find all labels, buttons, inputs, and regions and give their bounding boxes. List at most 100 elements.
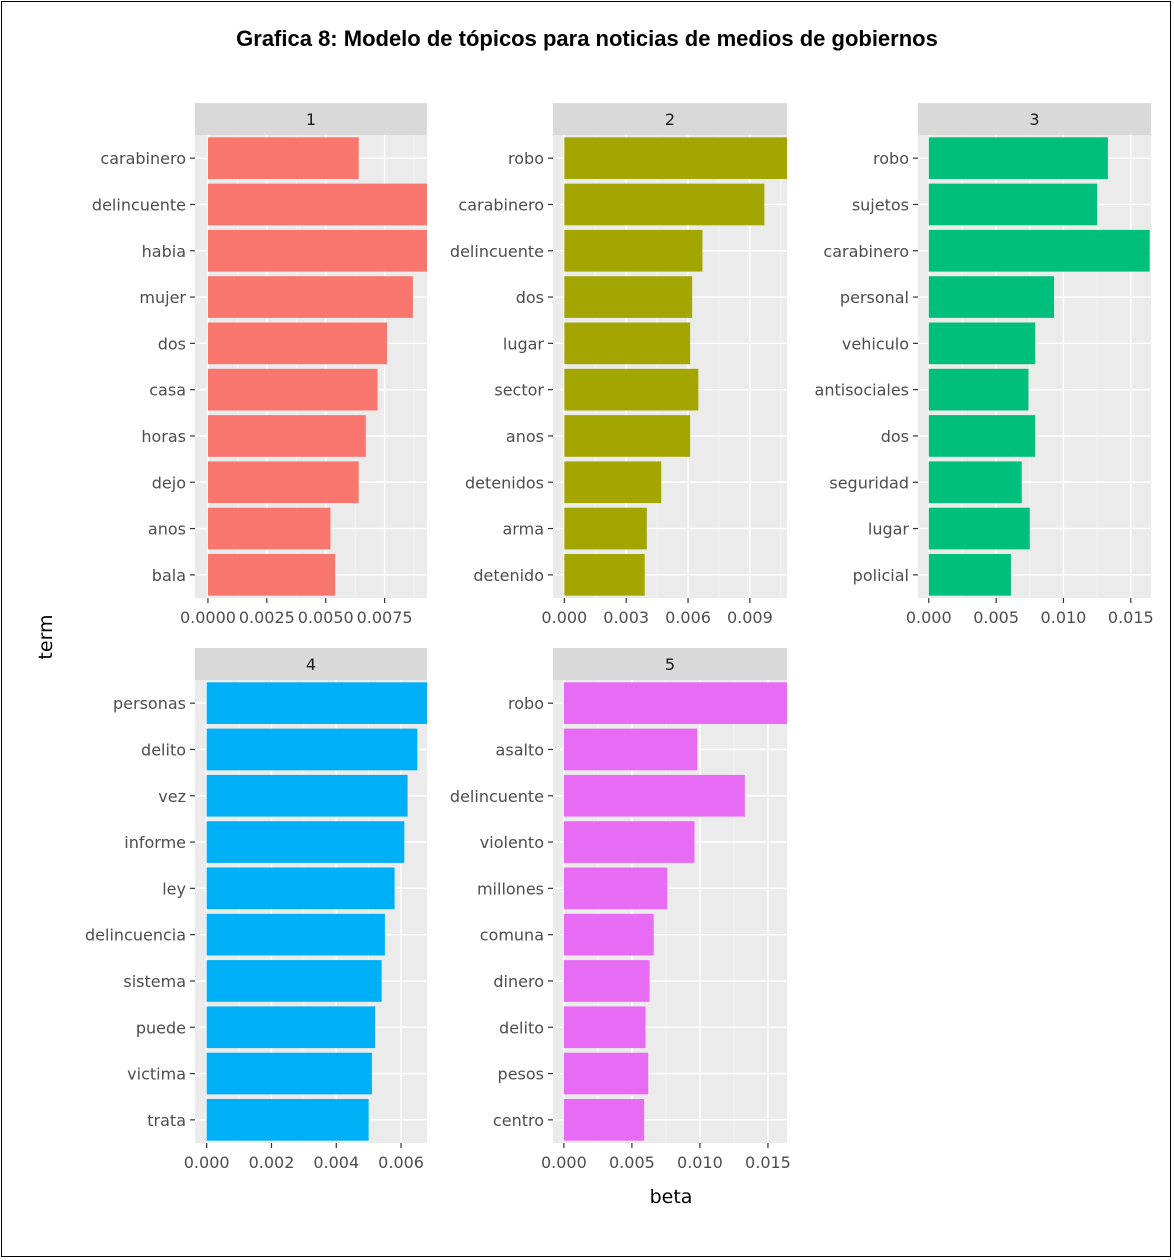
bar-vez [206, 774, 408, 817]
y-tick-label: sector [494, 381, 544, 400]
bar-trata [206, 1099, 369, 1141]
bar-detenidos [564, 461, 662, 504]
x-tick-label: 0.0000 [180, 608, 236, 627]
y-tick-label: sujetos [852, 195, 909, 214]
bar-personas [206, 682, 427, 724]
x-tick-label: 0.0075 [357, 608, 413, 627]
facet-strip [553, 648, 787, 680]
facet-strip [195, 648, 427, 680]
bar-sistema [206, 960, 382, 1002]
page-title: Grafica 8: Modelo de tópicos para notici… [236, 26, 938, 51]
bar-dinero [563, 960, 650, 1002]
bar-horas [207, 415, 366, 457]
x-tick-label: 0.000 [541, 1153, 587, 1172]
facet-panel-5: 5 0.000 0.005 0.010 0.015 robo asalto delincuen… [450, 648, 791, 1172]
y-tick-label: robo [508, 694, 544, 713]
y-tick-label: antisociales [815, 381, 909, 400]
x-tick-label: 0.002 [249, 1153, 295, 1172]
bar-habia [207, 229, 427, 272]
y-tick-label: seguridad [829, 473, 909, 492]
y-tick-label: ley [162, 879, 186, 898]
y-tick-label: vez [158, 787, 186, 806]
y-tick-label: pesos [498, 1065, 544, 1084]
y-tick-label: informe [124, 833, 186, 852]
bar-delito [206, 728, 418, 771]
facet-panel-3: 3 0.000 0.005 0.010 0.015 robo sujetos carabine… [815, 103, 1154, 627]
y-tick-label: delito [499, 1018, 544, 1037]
y-tick-label: horas [141, 427, 186, 446]
facet-strip [553, 103, 787, 135]
bar-lugar [564, 322, 691, 365]
y-tick-label: dinero [493, 972, 544, 991]
y-tick-label: lugar [868, 520, 910, 539]
y-tick-label: millones [477, 879, 544, 898]
y-tick-label: delincuente [450, 242, 544, 261]
bar-arma [564, 507, 647, 550]
y-tick-label: comuna [480, 926, 544, 945]
y-tick-label: mujer [139, 288, 186, 307]
bar-delincuencia [206, 913, 385, 956]
x-tick-label: 0.000 [541, 608, 587, 627]
y-tick-label: centro [493, 1111, 544, 1130]
bar-delincuente [564, 229, 703, 272]
bar-dos [564, 276, 693, 318]
facet-panel-1: 1 0.0000 0.0025 0.0050 0.0075 carabinero delin… [92, 103, 427, 627]
y-tick-label: carabinero [100, 149, 186, 168]
bar-robo [928, 137, 1108, 179]
bar-casa [207, 368, 378, 411]
bar-sujetos [928, 183, 1098, 226]
x-tick-label: 0.006 [665, 608, 711, 627]
y-tick-label: personal [840, 288, 909, 307]
bar-delincuente [207, 183, 427, 226]
y-tick-label: robo [508, 149, 544, 168]
bar-dejo [207, 461, 359, 504]
facet-strip-label: 5 [665, 655, 675, 674]
y-tick-label: violento [480, 833, 544, 852]
facet-strip [195, 103, 427, 135]
facet-strip-label: 3 [1029, 110, 1039, 129]
y-tick-label: policial [853, 566, 909, 585]
bar-centro [563, 1099, 645, 1141]
y-tick-label: bala [152, 566, 186, 585]
y-tick-label: dos [516, 288, 544, 307]
y-tick-label: asalto [496, 740, 544, 759]
bar-millones [563, 867, 668, 910]
x-tick-label: 0.004 [313, 1153, 359, 1172]
bar-robo [564, 137, 787, 179]
bar-pesos [563, 1052, 649, 1095]
facet-panel-2: 2 0.000 0.003 0.006 0.009 robo carabinero delin… [450, 103, 787, 627]
bar-dos [207, 322, 387, 365]
bar-anos [207, 507, 331, 550]
bar-puede [206, 1006, 376, 1049]
bar-bala [207, 554, 336, 596]
y-tick-label: delincuente [450, 787, 544, 806]
x-tick-label: 0.015 [1108, 608, 1154, 627]
y-tick-label: dejo [152, 473, 186, 492]
x-tick-label: 0.003 [603, 608, 649, 627]
y-tick-label: victima [127, 1065, 186, 1084]
y-tick-label: arma [503, 520, 545, 539]
bar-personal [928, 276, 1055, 318]
y-tick-label: detenidos [465, 473, 544, 492]
bar-delincuente [563, 774, 745, 817]
bar-asalto [563, 728, 698, 771]
y-tick-label: habia [142, 242, 186, 261]
bar-informe [206, 821, 405, 863]
bar-lugar [928, 507, 1030, 550]
y-tick-label: delito [141, 740, 186, 759]
bar-antisociales [928, 368, 1029, 411]
x-tick-label: 0.005 [609, 1153, 655, 1172]
bar-violento [563, 821, 695, 863]
x-tick-label: 0.009 [727, 608, 773, 627]
y-tick-label: puede [136, 1018, 186, 1037]
x-tick-label: 0.006 [378, 1153, 424, 1172]
x-tick-label: 0.000 [184, 1153, 230, 1172]
y-tick-label: carabinero [823, 242, 909, 261]
y-tick-label: delincuente [92, 195, 186, 214]
facet-strip-label: 1 [306, 110, 316, 129]
facet-strip-label: 4 [306, 655, 316, 674]
bar-carabinero [207, 137, 359, 179]
facet-strip-label: 2 [665, 110, 675, 129]
bar-detenido [564, 554, 645, 596]
